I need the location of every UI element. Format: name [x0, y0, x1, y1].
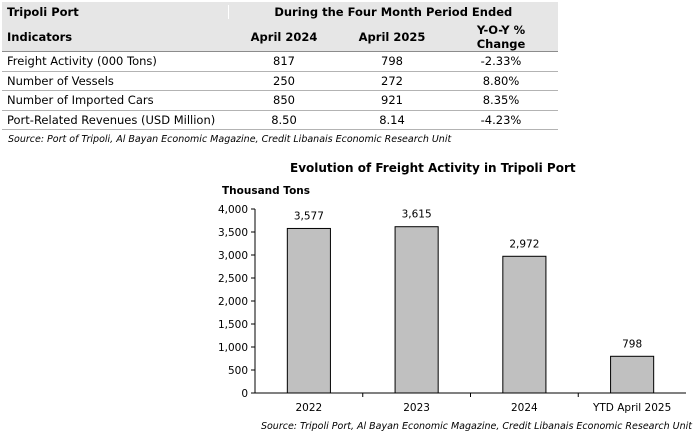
bar — [286, 227, 331, 394]
header-yoy-change: Y-O-Y % Change — [444, 23, 558, 51]
bar-data-label: 3,577 — [294, 210, 324, 222]
header-yoy-line1: Y-O-Y % — [476, 22, 526, 37]
bar — [502, 255, 547, 394]
bar-data-label: 2,972 — [509, 238, 539, 250]
table-row: Number of Imported Cars 850 921 8.35% — [2, 91, 558, 111]
bar — [394, 226, 439, 394]
y-tick-label: 2,000 — [218, 296, 248, 308]
header-april-2025: April 2025 — [358, 29, 426, 44]
freight-table: Tripoli Port During the Four Month Perio… — [2, 2, 558, 130]
row-value-2024: 850 — [273, 93, 295, 108]
y-tick-label: 3,500 — [218, 227, 248, 239]
bar-data-label: 3,615 — [402, 209, 432, 221]
row-value-2024: 817 — [273, 54, 295, 69]
y-tick-label: 1,500 — [218, 319, 248, 331]
y-tick-label: 1,000 — [218, 342, 248, 354]
row-value-2025: 921 — [381, 93, 403, 108]
x-tick-label: 2023 — [403, 402, 430, 414]
row-value-2025: 8.14 — [379, 112, 405, 127]
header-indicators: Indicators — [7, 29, 73, 44]
row-value-2024: 8.50 — [271, 112, 297, 127]
chart-title: Evolution of Freight Activity in Tripoli… — [290, 161, 576, 175]
row-change: 8.80% — [482, 73, 520, 88]
y-tick-label: 4,000 — [218, 204, 248, 216]
table-source-note: Source: Port of Tripoli, Al Bayan Econom… — [8, 134, 452, 145]
bar-data-label: 798 — [622, 338, 642, 350]
y-tick-label: 500 — [228, 365, 248, 377]
table-row: Number of Vessels 250 272 8.80% — [2, 72, 558, 91]
x-tick-label: 2022 — [296, 402, 323, 414]
header-april-2024: April 2024 — [250, 29, 318, 44]
row-value-2025: 798 — [381, 54, 403, 69]
row-change: 8.35% — [482, 93, 520, 108]
bar — [610, 355, 655, 394]
table-row: Port-Related Revenues (USD Million) 8.50… — [2, 111, 558, 130]
table-corner-label: Tripoli Port — [7, 5, 79, 19]
row-change: -2.33% — [480, 54, 522, 69]
row-value-2025: 272 — [381, 73, 403, 88]
row-indicator: Number of Vessels — [7, 73, 114, 88]
row-value-2024: 250 — [273, 73, 295, 88]
table-row: Freight Activity (000 Tons) 817 798 -2.3… — [2, 52, 558, 72]
row-indicator: Number of Imported Cars — [7, 93, 154, 108]
chart-y-axis-label: Thousand Tons — [222, 185, 311, 197]
header-yoy-line2: Change — [476, 36, 526, 51]
x-tick-label: 2024 — [511, 402, 538, 414]
y-tick-label: 3,000 — [218, 250, 248, 262]
y-tick-label: 2,500 — [218, 273, 248, 285]
table-period-label: During the Four Month Period Ended — [227, 5, 558, 19]
y-tick-label: 0 — [241, 388, 248, 400]
row-indicator: Freight Activity (000 Tons) — [7, 54, 157, 69]
table-top-header: Tripoli Port During the Four Month Perio… — [2, 2, 558, 22]
chart-source-note: Source: Tripoli Port, Al Bayan Economic … — [260, 421, 692, 432]
row-change: -4.23% — [480, 112, 522, 127]
x-tick-label: YTD April 2025 — [592, 402, 671, 414]
row-indicator: Port-Related Revenues (USD Million) — [7, 112, 216, 127]
table-column-headers: Indicators April 2024 April 2025 Y-O-Y %… — [2, 22, 558, 52]
